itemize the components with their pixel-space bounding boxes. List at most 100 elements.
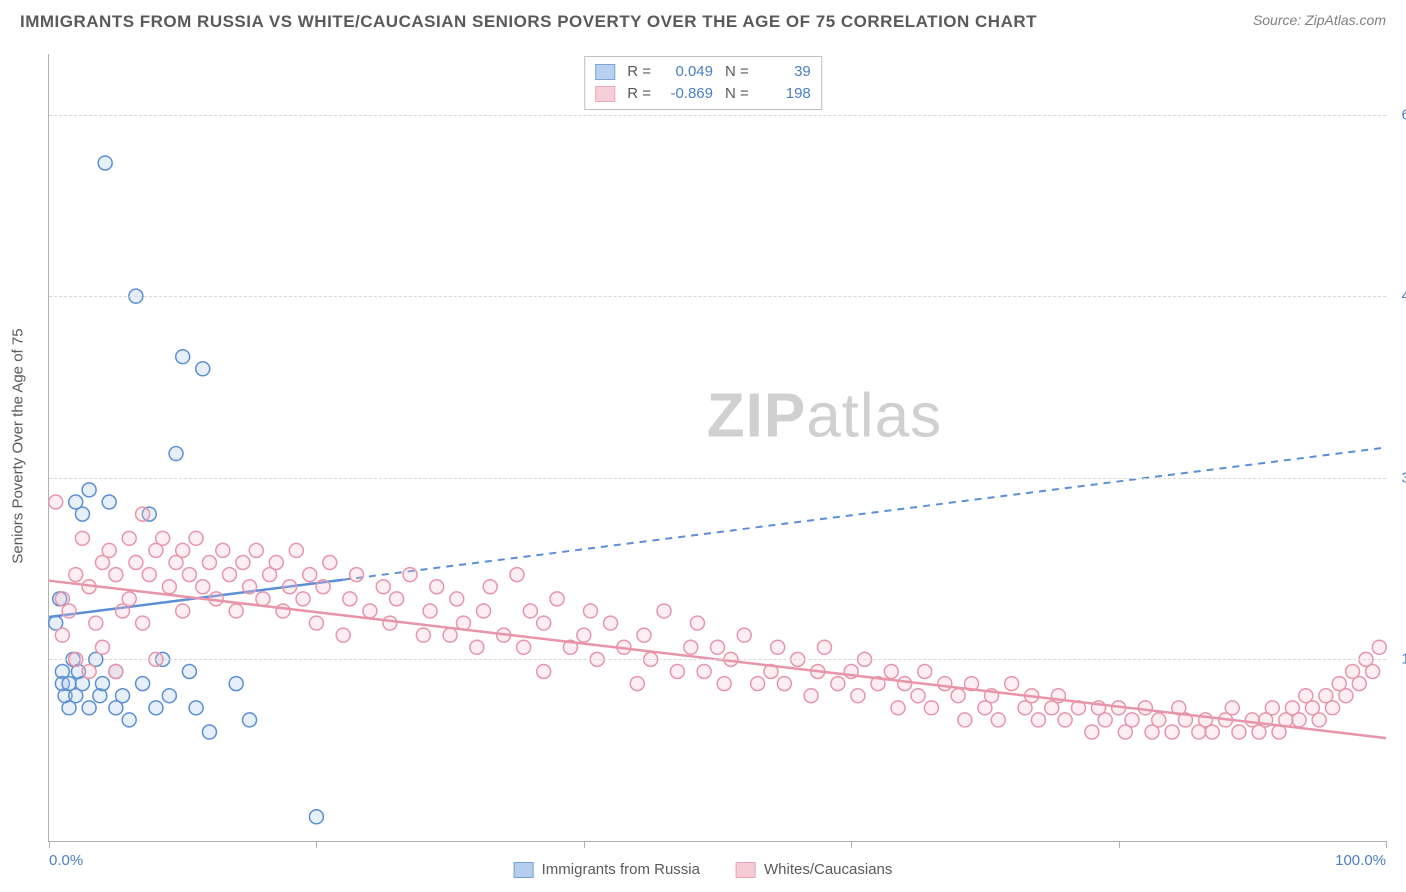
x-tick <box>584 841 585 848</box>
data-point-blue <box>182 665 196 679</box>
gridline <box>49 478 1386 479</box>
data-point-pink <box>129 556 143 570</box>
data-point-pink <box>109 665 123 679</box>
gridline <box>49 659 1386 660</box>
data-point-pink <box>637 628 651 642</box>
data-point-pink <box>62 604 76 618</box>
data-point-blue <box>102 495 116 509</box>
data-point-pink <box>430 580 444 594</box>
data-point-pink <box>958 713 972 727</box>
legend-item-pink: Whites/Caucasians <box>736 861 892 878</box>
legend-swatch-pink <box>595 86 615 102</box>
data-point-pink <box>236 556 250 570</box>
x-tick <box>1386 841 1387 848</box>
data-point-pink <box>69 568 83 582</box>
gridline <box>49 115 1386 116</box>
data-point-pink <box>1339 689 1353 703</box>
data-point-blue <box>95 677 109 691</box>
data-point-blue <box>82 701 96 715</box>
data-point-blue <box>162 689 176 703</box>
data-point-blue <box>149 701 163 715</box>
data-point-pink <box>537 665 551 679</box>
stat-n-label: N = <box>725 83 749 105</box>
data-point-pink <box>470 640 484 654</box>
data-point-blue <box>243 713 257 727</box>
data-point-pink <box>289 543 303 557</box>
data-point-pink <box>89 616 103 630</box>
data-point-pink <box>403 568 417 582</box>
data-point-pink <box>383 616 397 630</box>
data-point-pink <box>951 689 965 703</box>
data-point-pink <box>1125 713 1139 727</box>
data-point-pink <box>697 665 711 679</box>
data-point-pink <box>1085 725 1099 739</box>
data-point-pink <box>1326 701 1340 715</box>
x-tick <box>316 841 317 848</box>
data-point-pink <box>122 531 136 545</box>
y-tick-label: 60.0% <box>1401 106 1406 123</box>
data-point-pink <box>483 580 497 594</box>
data-point-pink <box>1352 677 1366 691</box>
data-point-pink <box>450 592 464 606</box>
data-point-pink <box>323 556 337 570</box>
data-point-pink <box>316 580 330 594</box>
data-point-pink <box>891 701 905 715</box>
data-point-pink <box>75 531 89 545</box>
data-point-pink <box>1225 701 1239 715</box>
legend-swatch-blue <box>514 862 534 878</box>
data-point-pink <box>831 677 845 691</box>
legend-swatch-pink <box>736 862 756 878</box>
data-point-blue <box>82 483 96 497</box>
data-point-pink <box>1312 713 1326 727</box>
data-point-blue <box>189 701 203 715</box>
data-point-pink <box>1205 725 1219 739</box>
data-point-pink <box>1265 701 1279 715</box>
y-tick-label: 30.0% <box>1401 469 1406 486</box>
stat-n-label: N = <box>725 61 749 83</box>
data-point-pink <box>911 689 925 703</box>
data-point-pink <box>423 604 437 618</box>
x-tick <box>49 841 50 848</box>
data-point-pink <box>216 543 230 557</box>
data-point-pink <box>1165 725 1179 739</box>
data-point-pink <box>918 665 932 679</box>
data-point-pink <box>717 677 731 691</box>
data-point-pink <box>523 604 537 618</box>
data-point-pink <box>898 677 912 691</box>
data-point-pink <box>55 628 69 642</box>
data-point-pink <box>443 628 457 642</box>
data-point-pink <box>657 604 671 618</box>
source-attribution: Source: ZipAtlas.com <box>1253 12 1386 28</box>
legend-item-blue: Immigrants from Russia <box>514 861 700 878</box>
data-point-blue <box>196 362 210 376</box>
y-tick-label: 45.0% <box>1401 288 1406 305</box>
data-point-pink <box>1005 677 1019 691</box>
data-point-pink <box>390 592 404 606</box>
data-point-pink <box>537 616 551 630</box>
stat-n-value: 198 <box>757 83 811 105</box>
data-point-pink <box>777 677 791 691</box>
data-point-blue <box>122 713 136 727</box>
data-point-pink <box>690 616 704 630</box>
data-point-pink <box>256 592 270 606</box>
data-point-pink <box>376 580 390 594</box>
data-point-pink <box>202 556 216 570</box>
stat-r-label: R = <box>627 61 651 83</box>
data-point-pink <box>670 665 684 679</box>
data-point-pink <box>283 580 297 594</box>
y-tick-label: 15.0% <box>1401 651 1406 668</box>
scatter-plot-svg <box>49 54 1386 841</box>
data-point-pink <box>82 665 96 679</box>
data-point-pink <box>109 568 123 582</box>
stats-row-blue: R =0.049N =39 <box>595 61 811 83</box>
data-point-pink <box>711 640 725 654</box>
data-point-pink <box>991 713 1005 727</box>
data-point-pink <box>416 628 430 642</box>
data-point-blue <box>176 350 190 364</box>
data-point-pink <box>1372 640 1386 654</box>
data-point-pink <box>156 531 170 545</box>
data-point-pink <box>817 640 831 654</box>
data-point-blue <box>98 156 112 170</box>
data-point-pink <box>136 616 150 630</box>
data-point-pink <box>162 580 176 594</box>
